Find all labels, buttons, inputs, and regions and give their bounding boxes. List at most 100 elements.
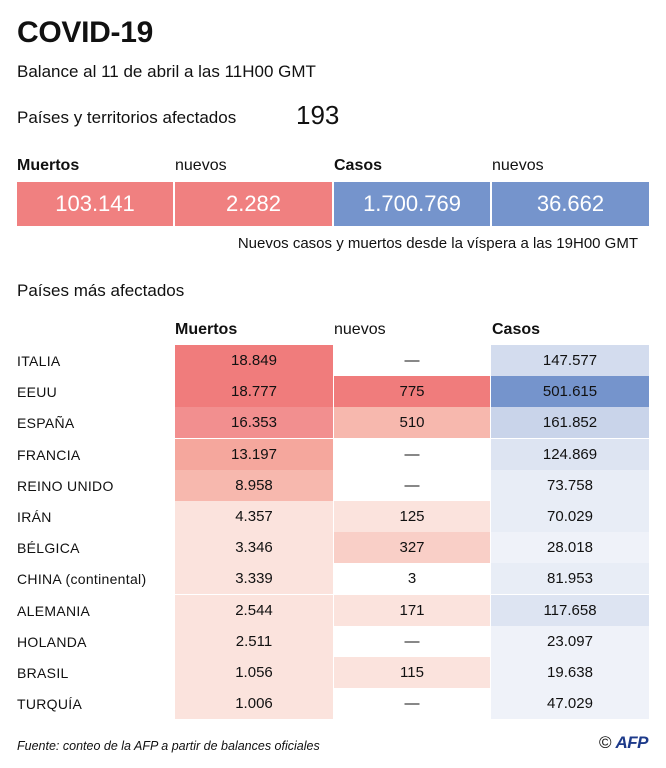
row-country: CHINA (continental) — [17, 563, 146, 594]
row-country-text: HOLANDA — [17, 633, 87, 650]
row-country-text: ALEMANIA — [17, 602, 91, 619]
cell-new-text: — — [404, 695, 420, 712]
cell-new: — — [334, 439, 490, 470]
afp-logo-text: AFP — [615, 733, 649, 752]
summary-cases-value: 1.700.769 — [363, 191, 461, 216]
afp-logo: © AFP — [599, 733, 649, 753]
summary-cases-box: 1.700.769 — [334, 182, 490, 226]
row-country: ITALIA — [17, 345, 61, 376]
row-country-text: IRÁN — [17, 508, 52, 525]
row-country-text: TURQUÍA — [17, 695, 83, 712]
row-country: IRÁN — [17, 501, 52, 532]
summary-note: Nuevos casos y muertos desde la víspera … — [237, 235, 638, 252]
row-country: REINO UNIDO — [17, 470, 114, 501]
cell-cases: 70.029 — [491, 501, 649, 532]
cell-cases: 47.029 — [491, 688, 649, 719]
cell-new: 775 — [334, 376, 490, 407]
column-header-cases: Casos — [492, 321, 541, 338]
page-subtitle: Balance al 11 de abril a las 11H00 GMT — [17, 62, 316, 81]
cell-new: 125 — [334, 501, 490, 532]
row-country-text: REINO UNIDO — [17, 477, 114, 494]
row-country: EEUU — [17, 376, 57, 407]
cell-new-text: — — [404, 633, 420, 650]
cell-cases: 161.852 — [491, 407, 649, 438]
summary-cases-new-value: 36.662 — [536, 191, 605, 216]
cell-cases: 117.658 — [491, 595, 649, 626]
cell-cases: 23.097 — [491, 626, 649, 657]
cell-new-text: — — [404, 446, 420, 463]
cell-deaths: 1.056 — [175, 657, 333, 688]
summary-cases-new-label: nuevos — [492, 157, 544, 174]
cell-cases: 19.638 — [491, 657, 649, 688]
cell-deaths-text: 16.353 — [231, 414, 277, 431]
row-country: BRASIL — [17, 657, 69, 688]
cell-deaths-text: 1.006 — [235, 695, 273, 712]
cell-cases-text: 19.638 — [547, 664, 593, 681]
cell-cases-text: 501.615 — [542, 383, 598, 400]
cell-deaths-text: 3.346 — [235, 539, 273, 556]
cell-new: 3 — [334, 563, 490, 594]
summary-deaths-new-value: 2.282 — [225, 191, 282, 216]
row-country: BÉLGICA — [17, 532, 80, 563]
cell-deaths: 18.777 — [175, 376, 333, 407]
cell-new-text: 125 — [399, 508, 425, 525]
row-country-text: BÉLGICA — [17, 539, 80, 556]
row-country-text: BRASIL — [17, 664, 69, 681]
cell-deaths: 2.511 — [175, 626, 333, 657]
affected-countries-value: 193 — [296, 100, 340, 130]
summary-deaths-box: 103.141 — [17, 182, 173, 226]
cell-new-text: — — [404, 352, 420, 369]
cell-cases: 124.869 — [491, 439, 649, 470]
cell-cases-text: 161.852 — [542, 414, 598, 431]
cell-new-text: 775 — [399, 383, 425, 400]
column-header-new: nuevos — [334, 321, 386, 338]
cell-cases-text: 23.097 — [547, 633, 593, 650]
cell-new-text: 171 — [399, 602, 425, 619]
cell-deaths-text: 2.511 — [235, 633, 273, 650]
cell-deaths-text: 18.849 — [231, 352, 277, 369]
cell-new-text: 115 — [400, 664, 424, 681]
cell-deaths-text: 18.777 — [231, 383, 277, 400]
cell-deaths: 3.339 — [175, 563, 333, 594]
affected-countries-label: Países y territorios afectados — [17, 108, 237, 127]
row-country: TURQUÍA — [17, 688, 82, 719]
cell-deaths-text: 3.339 — [235, 570, 273, 587]
cell-new: 327 — [334, 532, 490, 563]
cell-cases: 81.953 — [491, 563, 649, 594]
cell-deaths: 3.346 — [175, 532, 333, 563]
cell-deaths-text: 1.056 — [235, 664, 273, 681]
cell-cases-text: 28.018 — [547, 539, 593, 556]
row-country-text: FRANCIA — [17, 446, 81, 463]
row-country: FRANCIA — [17, 439, 81, 470]
summary-deaths-new-box: 2.282 — [175, 182, 332, 226]
page-title: COVID-19 — [17, 16, 153, 49]
cell-deaths: 2.544 — [175, 595, 333, 626]
cell-deaths: 13.197 — [175, 439, 333, 470]
cell-cases: 501.615 — [491, 376, 649, 407]
column-header-deaths: Muertos — [175, 321, 238, 338]
summary-deaths-label: Muertos — [17, 157, 80, 174]
cell-deaths: 4.357 — [175, 501, 333, 532]
summary-cases-label: Casos — [334, 157, 383, 174]
cell-new: — — [334, 688, 490, 719]
cell-new: — — [334, 626, 490, 657]
row-country-text: ITALIA — [17, 352, 61, 369]
cell-deaths: 1.006 — [175, 688, 333, 719]
source-note: Fuente: conteo de la AFP a partir de bal… — [17, 739, 320, 753]
row-country-text: ESPAÑA — [17, 414, 75, 431]
cell-deaths-text: 8.958 — [235, 477, 273, 494]
row-country: HOLANDA — [17, 626, 87, 657]
cell-new-text: — — [404, 477, 420, 494]
row-country: ESPAÑA — [17, 407, 75, 438]
cell-new: 171 — [334, 595, 490, 626]
cell-cases-text: 147.577 — [542, 352, 598, 369]
cell-new-text: 510 — [399, 414, 425, 431]
summary-cases-new-box: 36.662 — [492, 182, 649, 226]
cell-cases-text: 70.029 — [547, 508, 593, 525]
summary-deaths-value: 103.141 — [55, 191, 135, 216]
cell-deaths: 8.958 — [175, 470, 333, 501]
cell-cases-text: 73.758 — [547, 477, 593, 494]
cell-cases: 147.577 — [491, 345, 649, 376]
summary-deaths-new-label: nuevos — [175, 157, 227, 174]
row-country: ALEMANIA — [17, 595, 90, 626]
